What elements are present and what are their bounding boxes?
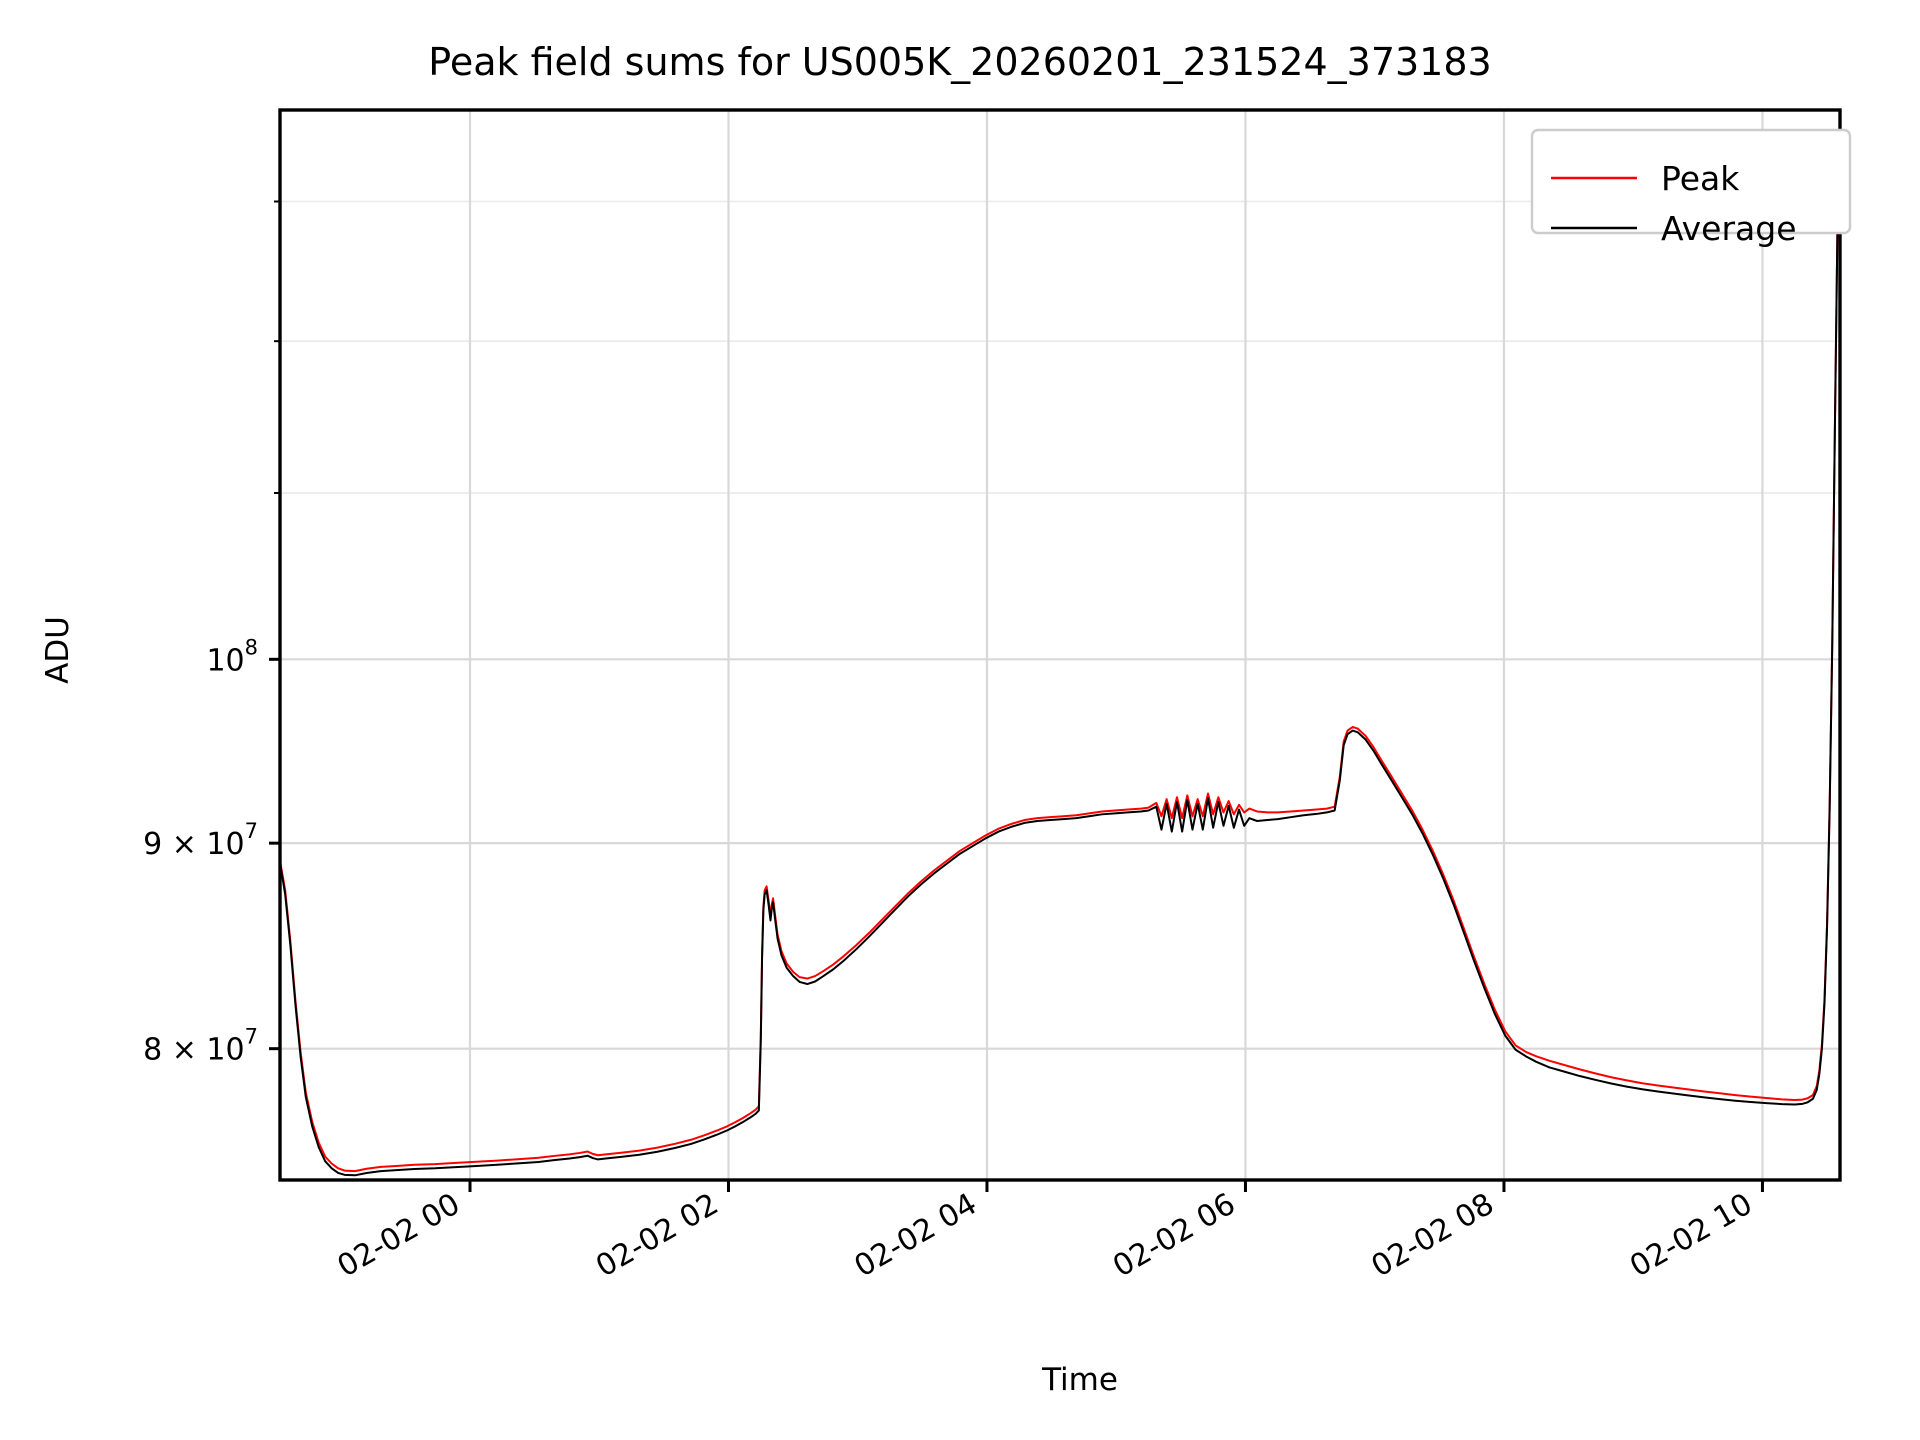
legend[interactable]: Peak Average bbox=[1530, 128, 1852, 248]
x-axis-label: Time bbox=[1041, 1362, 1118, 1398]
axes-frame bbox=[278, 108, 1842, 1182]
chart-title: Peak field sums for US005K_20260201_2315… bbox=[428, 40, 1491, 84]
y-axis-label: ADU bbox=[40, 616, 76, 684]
y-axis-ticks: 108 9 × 107 8 × 107 bbox=[143, 200, 280, 1068]
series-group bbox=[280, 110, 1840, 1177]
ytick-label: 8 × 107 bbox=[143, 1025, 258, 1068]
legend-box bbox=[1530, 128, 1852, 235]
ytick-label: 108 bbox=[206, 635, 258, 678]
series-line-peak bbox=[280, 110, 1840, 1173]
legend-label-peak: Peak bbox=[1661, 159, 1740, 198]
grid-major-group bbox=[280, 110, 1840, 1180]
legend-label-average: Average bbox=[1661, 209, 1797, 248]
ytick-label: 9 × 107 bbox=[143, 819, 258, 862]
legend-entries: Peak Average bbox=[1551, 159, 1797, 248]
series-line-average bbox=[280, 111, 1840, 1177]
